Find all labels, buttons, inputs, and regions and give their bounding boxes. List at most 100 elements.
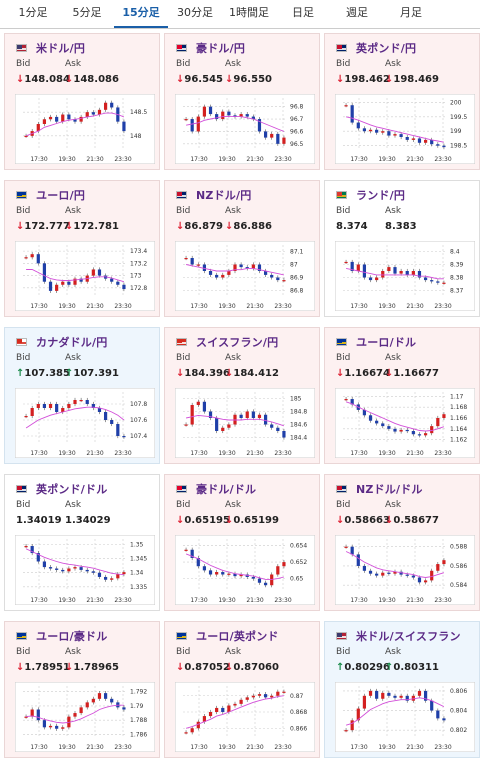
mini-chart[interactable]: 17:30 19:30 21:30 23:30 0.87 0.868 0.866: [175, 682, 315, 752]
card-title-row: 米ドル/スイスフラン: [336, 629, 461, 643]
candle-body: [30, 546, 34, 554]
currency-pair-link[interactable]: 英ポンド/ドル: [36, 483, 108, 496]
candle-body: [270, 574, 274, 586]
mini-chart[interactable]: 17:30 19:30 21:30 23:30 1.17 1.168 1.166 1.164 1…: [335, 388, 475, 458]
bid-value: 96.545: [184, 74, 223, 85]
tab-2[interactable]: 5分足: [72, 6, 102, 19]
rate-card[interactable]: 英ポンド/円 Bid Ask ↓198.462 ↓198.469 17:30 19:30 21…: [324, 33, 480, 170]
candle-body: [405, 429, 409, 432]
x-tick-label: 21:30: [246, 303, 263, 310]
rate-card[interactable]: ユーロ/英ポンド Bid Ask ↓0.87052 ↓0.87060 17:30 19:30…: [164, 621, 320, 758]
rate-card[interactable]: 豪ドル/ドル Bid Ask ↓0.65195 ↓0.65199 17:30 19:30 21…: [164, 474, 320, 611]
currency-pair-link[interactable]: NZドル/円: [196, 189, 252, 202]
rate-card[interactable]: ユーロ/円 Bid Ask ↓172.777 ↓172.781 17:30 19:30 21:…: [4, 180, 160, 317]
candle-body: [393, 571, 397, 574]
uk-flag-icon: [336, 44, 347, 52]
y-tick-label: 96.8: [290, 104, 304, 111]
tab-3[interactable]: 15分足: [114, 0, 168, 28]
rate-card[interactable]: 米ドル/スイスフラン Bid Ask ↑0.80296 ↑0.80311 17:30 19:…: [324, 621, 480, 758]
x-tick-label: 17:30: [190, 744, 207, 751]
candle-body: [30, 408, 34, 416]
currency-pair-link[interactable]: 米ドル/スイスフラン: [356, 630, 461, 643]
bid-value-row: ↓86.879: [176, 221, 223, 232]
rate-card[interactable]: スイスフラン/円 Bid Ask ↓184.396 ↓184.412 17:30 19:30…: [164, 327, 320, 464]
x-tick-label: 19:30: [58, 156, 75, 163]
rate-card[interactable]: 英ポンド/ドル Bid Ask 1.34019 1.34029 17:30 19:30 21:…: [4, 474, 160, 611]
x-tick-label: 19:30: [58, 744, 75, 751]
x-tick-label: 23:30: [434, 744, 451, 751]
bid-value-row: ↓0.65195: [176, 515, 230, 526]
candle-body: [276, 691, 280, 696]
mini-chart[interactable]: 17:30 19:30 21:30 23:30 173.4 173.2 173 172.8: [15, 241, 155, 311]
candle-body: [423, 433, 428, 436]
tab-5[interactable]: 1時間足: [229, 6, 269, 19]
candle-body: [263, 582, 268, 586]
currency-pair-link[interactable]: 豪ドル/円: [196, 42, 246, 55]
candle-body: [55, 284, 59, 291]
currency-pair-link[interactable]: NZドル/ドル: [356, 483, 423, 496]
currency-pair-link[interactable]: ユーロ/英ポンド: [196, 630, 279, 643]
mini-chart[interactable]: 17:30 19:30 21:30 23:30 148.5 148: [15, 94, 155, 164]
mini-chart[interactable]: 17:30 19:30 21:30 23:30 8.4 8.39 8.38 8.37: [335, 241, 475, 311]
mini-chart[interactable]: 17:30 19:30 21:30 23:30 1.792 1.79 1.788 1.786: [15, 682, 155, 752]
mini-chart[interactable]: 17:30 19:30 21:30 23:30 0.806 0.804 0.802: [335, 682, 475, 752]
currency-pair-link[interactable]: ランド/円: [356, 189, 406, 202]
rate-card[interactable]: ランド/円 Bid Ask 8.374 8.383 17:30 19:30 21:30 23:3…: [324, 180, 480, 317]
tab-4[interactable]: 30分足: [177, 6, 213, 19]
tab-1[interactable]: 1分足: [18, 6, 48, 19]
down-arrow-icon: ↓: [225, 368, 234, 379]
mini-chart[interactable]: 17:30 19:30 21:30 23:30 0.588 0.586 0.584: [335, 535, 475, 605]
down-arrow-icon: ↓: [176, 368, 185, 379]
rate-card[interactable]: NZドル/円 Bid Ask ↓86.879 ↓86.886 17:30 19:30 21:3…: [164, 180, 320, 317]
bid-value: 148.084: [24, 74, 70, 85]
candle-body: [122, 284, 126, 290]
tab-7[interactable]: 週足: [346, 6, 368, 19]
tab-8[interactable]: 月足: [400, 6, 422, 19]
candle-body: [190, 549, 194, 558]
mini-chart[interactable]: 17:30 19:30 21:30 23:30 1.35 1.345 1.34 1.335: [15, 535, 155, 605]
candle-body: [245, 114, 249, 117]
currency-pair-link[interactable]: 豪ドル/ドル: [196, 483, 257, 496]
ask-value-row: ↓172.781: [65, 221, 119, 232]
candle-body: [110, 420, 114, 424]
candle-body: [381, 271, 385, 278]
y-tick-label: 1.792: [130, 689, 147, 696]
candle-body: [270, 133, 274, 138]
candle-body: [423, 277, 428, 281]
currency-pair-link[interactable]: ユーロ/豪ドル: [36, 630, 108, 643]
candle-body: [116, 574, 120, 579]
mini-chart[interactable]: 17:30 19:30 21:30 23:30 185 184.8 184.6 184.4: [175, 388, 315, 458]
bid-label: Bid: [176, 59, 191, 69]
currency-pair-link[interactable]: 英ポンド/円: [356, 42, 417, 55]
candle-body: [350, 261, 354, 271]
currency-pair-link[interactable]: 米ドル/円: [36, 42, 86, 55]
y-tick-label: 8.38: [450, 275, 464, 282]
ask-value: 184.412: [233, 368, 279, 379]
candle-body: [221, 274, 225, 278]
candle-body: [387, 426, 391, 429]
mini-chart[interactable]: 17:30 19:30 21:30 23:30 0.654 0.652 0.65: [175, 535, 315, 605]
candle-body: [67, 568, 71, 572]
mini-chart[interactable]: 17:30 19:30 21:30 23:30 200 199.5 199 198.5: [335, 94, 475, 164]
candle-body: [405, 137, 409, 140]
rate-card[interactable]: 豪ドル/円 Bid Ask ↓96.545 ↓96.550 17:30 19:30 21:30…: [164, 33, 320, 170]
candle-body: [368, 277, 373, 281]
rate-card[interactable]: ユーロ/ドル Bid Ask ↓1.16674 ↓1.16677 17:30 19:30 21…: [324, 327, 480, 464]
tab-6[interactable]: 日足: [292, 6, 314, 19]
x-tick-label: 23:30: [274, 744, 291, 751]
rate-card[interactable]: カナダドル/円 Bid Ask ↑107.385 ↑107.391 17:30 19:30 2…: [4, 327, 160, 464]
rate-card[interactable]: NZドル/ドル Bid Ask ↓0.58663 ↓0.58677 17:30 19:30 2…: [324, 474, 480, 611]
currency-pair-link[interactable]: スイスフラン/円: [196, 336, 279, 349]
card-title-row: 豪ドル/円: [176, 41, 245, 55]
candle-body: [221, 572, 225, 575]
ask-value: 86.886: [233, 221, 272, 232]
y-tick-label: 96.6: [290, 128, 304, 135]
mini-chart[interactable]: 17:30 19:30 21:30 23:30 107.8 107.6 107.4: [15, 388, 155, 458]
currency-pair-link[interactable]: ユーロ/ドル: [356, 336, 417, 349]
mini-chart[interactable]: 17:30 19:30 21:30 23:30 87.1 87 86.9 86.8: [175, 241, 315, 311]
currency-pair-link[interactable]: ユーロ/円: [36, 189, 86, 202]
mini-chart[interactable]: 17:30 19:30 21:30 23:30 96.8 96.7 96.6 96.5: [175, 94, 315, 164]
currency-pair-link[interactable]: カナダドル/円: [36, 336, 108, 349]
rate-card[interactable]: 米ドル/円 Bid Ask ↓148.084 ↓148.086 17:30 19:30 21:…: [4, 33, 160, 170]
rate-card[interactable]: ユーロ/豪ドル Bid Ask ↓1.78951 ↓1.78965 17:30 19:30 2…: [4, 621, 160, 758]
